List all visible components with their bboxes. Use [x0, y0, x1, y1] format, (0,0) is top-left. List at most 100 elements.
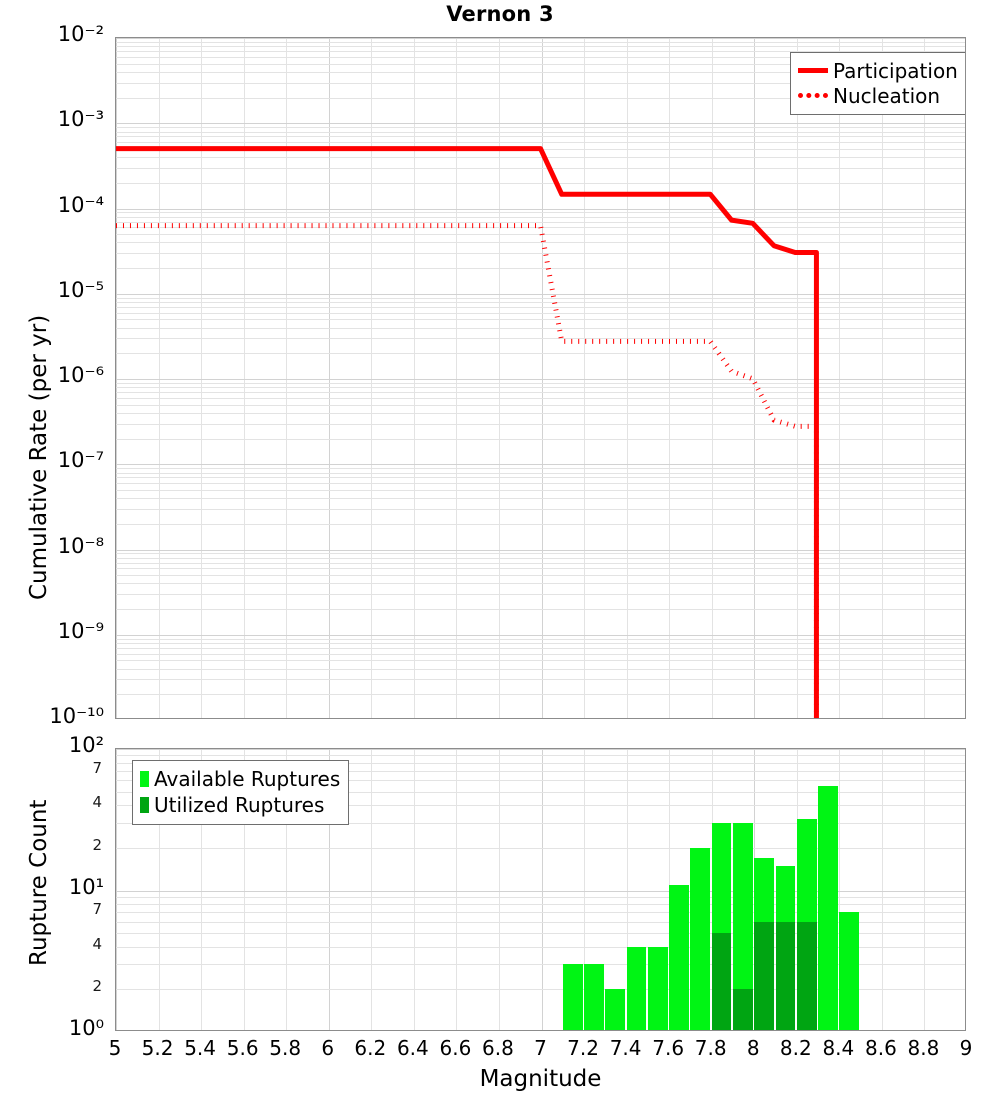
top-y-tick: 10⁻⁹ [57, 618, 104, 643]
x-tick: 8.6 [864, 1036, 897, 1060]
gridline-horizontal [116, 83, 965, 84]
gridline-horizontal [116, 635, 965, 636]
gridline-vertical [669, 38, 670, 718]
gridline-horizontal [116, 294, 965, 295]
x-axis-label: Magnitude [479, 1066, 602, 1092]
bar-available [626, 946, 647, 1030]
gridline-vertical [456, 38, 457, 718]
solid-line-icon [798, 68, 828, 73]
gridline-horizontal [116, 313, 965, 314]
top-y-tick-labels: 10⁻² 10⁻³ 10⁻⁴ 10⁻⁵ 10⁻⁶ 10⁻⁷ 10⁻⁸ 10⁻⁹ 10⁻¹⁰ [0, 0, 112, 1100]
gridline-vertical [201, 749, 202, 1030]
gridline-vertical [244, 749, 245, 1030]
gridline-vertical [116, 749, 117, 1030]
gridline-horizontal [116, 792, 965, 793]
gridline-horizontal [116, 848, 965, 849]
cumulative-rate-plot: Participation Nucleation [115, 37, 966, 719]
gridline-vertical [754, 38, 755, 718]
legend-item-nucleation[interactable]: Nucleation [798, 83, 958, 108]
gridline-vertical [286, 749, 287, 1030]
gridline-horizontal [116, 575, 965, 576]
gridline-horizontal [116, 490, 965, 491]
gridline-horizontal [116, 660, 965, 661]
gridline-horizontal [116, 912, 965, 913]
gridline-horizontal [116, 383, 965, 384]
gridline-vertical [924, 749, 925, 1030]
gridline-horizontal [116, 904, 965, 905]
gridline-vertical [201, 38, 202, 718]
gridline-vertical [924, 38, 925, 718]
bottom-y-minor-tick: 4 [92, 934, 102, 953]
gridline-vertical [839, 749, 840, 1030]
gridline-horizontal [116, 749, 965, 750]
bar-utilized [754, 921, 775, 1030]
gridline-horizontal [116, 157, 965, 158]
gridline-horizontal [116, 253, 965, 254]
gridline-vertical [797, 38, 798, 718]
gridline-horizontal [116, 209, 965, 210]
curve-participation [116, 146, 819, 718]
bottom-y-axis-label: Rupture Count [26, 799, 52, 966]
x-tick: 6.8 [482, 1036, 514, 1060]
gridline-horizontal [116, 46, 965, 47]
bottom-y-tick-labels: 10² 10¹ 10⁰ 7 4 2 7 4 2 [0, 0, 112, 1100]
gridline-vertical [627, 38, 628, 718]
gridline-horizontal [116, 891, 965, 892]
bar-utilized [732, 989, 753, 1030]
x-tick: 7.6 [652, 1036, 685, 1060]
gridline-horizontal [116, 563, 965, 564]
legend-label-utilized-ruptures: Utilized Ruptures [154, 793, 325, 817]
legend-item-participation[interactable]: Participation [798, 58, 958, 83]
gridline-horizontal [116, 413, 965, 414]
gridline-horizontal [116, 648, 965, 649]
gridline-horizontal [116, 392, 965, 393]
bottom-y-minor-tick: 7 [92, 758, 102, 777]
gridline-horizontal [116, 568, 965, 569]
gridline-horizontal [116, 136, 965, 137]
gridline-horizontal [116, 132, 965, 133]
gridline-horizontal [116, 468, 965, 469]
gridline-horizontal [116, 212, 965, 213]
gridline-horizontal [116, 168, 965, 169]
gridline-horizontal [116, 922, 965, 923]
x-tick: 6.4 [396, 1036, 429, 1060]
gridline-horizontal [116, 142, 965, 143]
gridline-horizontal [116, 654, 965, 655]
bottom-y-tick: 10¹ [68, 874, 104, 899]
gridline-vertical [882, 38, 883, 718]
available-swatch-icon [140, 771, 149, 787]
gridline-vertical [371, 749, 372, 1030]
gridline-horizontal [116, 424, 965, 425]
bar-utilized [796, 921, 817, 1030]
gridline-vertical [584, 38, 585, 718]
gridline-horizontal [116, 464, 965, 465]
gridline-vertical [244, 38, 245, 718]
gridline-horizontal [116, 353, 965, 354]
gridline-horizontal [116, 609, 965, 610]
gridline-horizontal [116, 405, 965, 406]
legend-item-available-ruptures[interactable]: Available Ruptures [140, 766, 340, 792]
gridline-horizontal [116, 42, 965, 43]
gridline-horizontal [116, 643, 965, 644]
gridline-vertical [329, 38, 330, 718]
gridline-horizontal [116, 38, 965, 39]
bar-utilized [711, 933, 732, 1030]
gridline-vertical [627, 749, 628, 1030]
legend-item-utilized-ruptures[interactable]: Utilized Ruptures [140, 792, 340, 818]
x-tick: 5.2 [141, 1036, 174, 1060]
gridline-vertical [499, 749, 500, 1030]
x-tick: 7.4 [609, 1036, 642, 1060]
gridline-horizontal [116, 763, 965, 764]
bottom-y-minor-tick: 2 [92, 835, 102, 854]
x-tick: 5.8 [269, 1036, 302, 1060]
bottom-y-tick: 10² [68, 733, 104, 757]
gridline-vertical [542, 38, 543, 718]
x-tick: 7.8 [694, 1036, 727, 1060]
gridline-horizontal [116, 989, 965, 990]
top-y-tick: 10⁻⁸ [57, 533, 104, 558]
gridline-horizontal [116, 64, 965, 65]
gridline-vertical [159, 38, 160, 718]
gridline-vertical [414, 38, 415, 718]
gridline-horizontal [116, 755, 965, 756]
